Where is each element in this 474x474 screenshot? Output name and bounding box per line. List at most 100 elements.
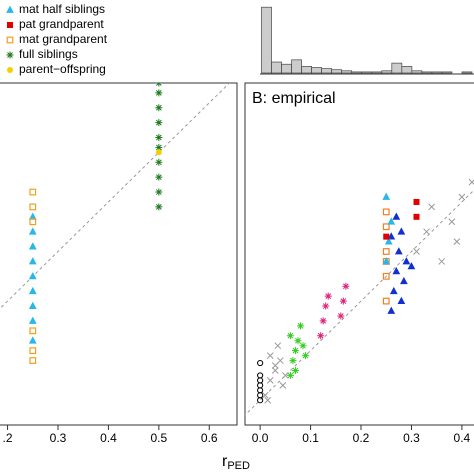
point	[155, 173, 163, 181]
bar	[411, 70, 423, 74]
x-tick-label: 0.3	[403, 431, 420, 445]
point	[291, 347, 299, 355]
bar	[401, 66, 413, 74]
point	[294, 337, 302, 345]
bar	[321, 68, 333, 74]
legend-label: pat grandparent	[19, 17, 104, 31]
point	[279, 381, 287, 389]
point	[322, 302, 330, 310]
point	[392, 266, 401, 275]
point	[29, 218, 37, 226]
point	[448, 218, 456, 226]
bar	[331, 69, 343, 74]
legend-label: mat grandparent	[19, 32, 108, 46]
point	[291, 366, 299, 374]
point	[289, 357, 297, 365]
point	[286, 332, 294, 340]
point	[257, 382, 264, 389]
point	[261, 391, 269, 399]
point	[382, 192, 391, 200]
point	[387, 217, 396, 225]
x-tick-label: 0.4	[100, 431, 117, 445]
point	[382, 223, 390, 231]
point	[257, 392, 264, 399]
point	[400, 276, 408, 285]
point	[257, 377, 264, 384]
point	[394, 247, 403, 255]
point	[28, 336, 37, 344]
x-axis-label-main: r	[222, 453, 228, 470]
bar	[431, 71, 443, 74]
point	[397, 227, 406, 235]
legend-label: mat half siblings	[19, 2, 105, 16]
bar	[361, 71, 373, 74]
point	[28, 286, 37, 295]
point	[339, 297, 347, 305]
bar	[351, 71, 363, 74]
point	[296, 322, 304, 330]
point	[453, 238, 461, 245]
point	[155, 119, 163, 127]
point	[423, 228, 430, 236]
point	[382, 248, 390, 255]
legend-label: full siblings	[19, 47, 78, 61]
bar	[341, 70, 353, 74]
point	[29, 357, 37, 364]
bar	[281, 63, 292, 74]
panel-title: B: empirical	[252, 90, 336, 107]
x-tick-label: 0.4	[454, 431, 471, 445]
point	[274, 342, 282, 350]
bar	[461, 71, 473, 74]
bar	[441, 71, 453, 74]
point	[155, 188, 163, 196]
point	[392, 212, 401, 220]
point	[387, 306, 396, 314]
legend-symbol	[6, 5, 14, 13]
point	[264, 396, 272, 404]
point	[458, 193, 466, 201]
point	[155, 104, 163, 112]
panel-frame	[244, 82, 474, 426]
point	[319, 317, 327, 325]
point	[281, 372, 289, 379]
point	[413, 198, 420, 205]
point	[382, 208, 390, 216]
panel-frame	[0, 82, 238, 426]
point	[28, 257, 37, 265]
legend-symbol	[7, 67, 13, 73]
point	[29, 327, 37, 335]
point	[28, 242, 37, 250]
point	[155, 203, 163, 211]
point	[382, 257, 391, 265]
plot-area	[0, 83, 231, 364]
point	[337, 312, 345, 320]
point	[384, 237, 393, 245]
point	[428, 203, 435, 211]
point	[382, 272, 390, 280]
point	[257, 387, 264, 394]
point	[28, 316, 37, 324]
point	[387, 232, 396, 240]
point	[257, 359, 264, 367]
point	[299, 342, 307, 350]
point	[155, 143, 163, 151]
x-axis-label-sub: PED	[227, 460, 250, 472]
x-tick-label: 0.1	[302, 431, 319, 445]
point	[266, 377, 274, 384]
x-tick-label: 0.3	[50, 431, 67, 445]
point	[402, 257, 411, 265]
point	[155, 83, 163, 87]
legend-symbol	[6, 51, 14, 59]
legend-symbol	[6, 36, 14, 44]
bar	[261, 6, 272, 74]
legend-label: parent−offspring	[19, 62, 106, 76]
point	[29, 188, 37, 196]
point	[266, 352, 274, 359]
point	[438, 258, 446, 265]
point	[28, 301, 37, 309]
legend-symbol	[7, 22, 13, 28]
x-tick-label: 0.6	[201, 431, 218, 445]
bar	[271, 61, 282, 74]
bar	[291, 59, 302, 74]
